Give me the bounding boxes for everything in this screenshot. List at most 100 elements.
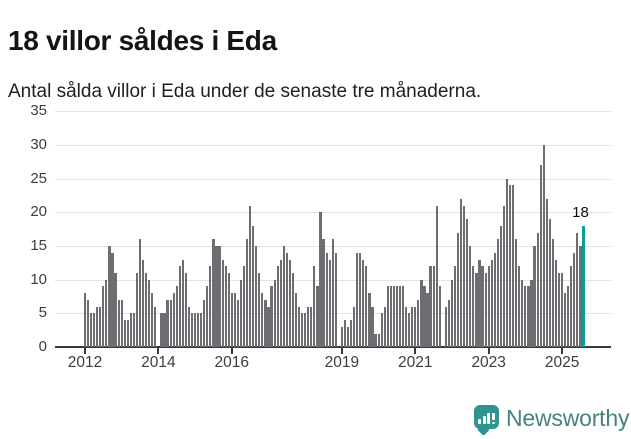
bar [487, 266, 490, 347]
bar [328, 259, 331, 347]
bar [362, 259, 365, 347]
newsworthy-logo: Newsworthy [474, 404, 630, 436]
bar [304, 313, 307, 347]
bar [307, 306, 310, 347]
bar [310, 306, 313, 347]
x-tick-label-2023: 2023 [471, 354, 506, 371]
bar [239, 279, 243, 347]
x-tick-label-2014: 2014 [141, 354, 176, 371]
bar [245, 239, 249, 347]
bar [319, 212, 322, 347]
bar [567, 286, 570, 347]
bar [564, 293, 567, 347]
x-tick-2019 [340, 348, 343, 354]
bar [340, 326, 343, 347]
gridline-y-35 [55, 111, 611, 113]
bar [533, 246, 536, 347]
bar [542, 145, 545, 347]
bar [138, 239, 142, 347]
bar [279, 259, 282, 347]
bar [242, 266, 246, 347]
bar [316, 286, 319, 347]
bar-chart-plot-area: 18 [55, 110, 611, 354]
bar [401, 286, 405, 347]
bar [227, 272, 230, 347]
bar [273, 279, 276, 347]
page-title: 18 villor såldes i Eda [8, 24, 277, 56]
bar [398, 286, 402, 347]
y-tick-label-35: 35 [30, 102, 47, 120]
bar [450, 279, 454, 347]
bar [496, 239, 499, 347]
bar [285, 252, 288, 347]
bar [218, 246, 221, 347]
bar [509, 185, 512, 347]
bar [579, 246, 582, 347]
bar [288, 259, 291, 347]
x-tick-2021 [414, 348, 417, 354]
bar [551, 239, 554, 347]
latest-value-label: 18 [572, 203, 589, 221]
bar [469, 246, 472, 347]
bar [414, 306, 417, 347]
bar [126, 320, 129, 347]
bar [99, 306, 102, 347]
bar [536, 232, 539, 347]
y-tick-label-30: 30 [30, 136, 47, 154]
bar [108, 246, 111, 347]
bar [435, 205, 438, 347]
bar [408, 313, 411, 347]
bar [524, 286, 527, 347]
bar [392, 286, 395, 347]
bar [530, 279, 533, 347]
x-tick-2016 [230, 348, 233, 354]
bar [178, 266, 181, 347]
bar [389, 286, 392, 347]
bar [417, 299, 420, 347]
bar [411, 306, 414, 347]
bar [395, 286, 399, 347]
x-tick-label-2019: 2019 [324, 354, 360, 371]
bar [184, 272, 187, 347]
bar [301, 313, 304, 347]
bar [142, 259, 145, 347]
bar [557, 272, 561, 347]
bar [154, 306, 157, 347]
bar [132, 313, 136, 347]
bar [215, 246, 218, 347]
bar [166, 299, 169, 347]
bar [444, 306, 447, 347]
bar [297, 306, 301, 347]
bar [548, 219, 551, 347]
x-tick-2023 [487, 348, 490, 354]
gridline-y-20 [55, 212, 611, 214]
bar [83, 293, 87, 347]
bar [291, 272, 295, 347]
x-tick-label-2021: 2021 [398, 354, 433, 371]
bar [457, 232, 460, 347]
bar [261, 293, 264, 347]
bar [527, 286, 530, 347]
bar [478, 259, 481, 347]
bar [209, 266, 212, 347]
bar [190, 313, 194, 347]
bar [233, 293, 236, 347]
bar [117, 299, 120, 347]
bar [472, 266, 475, 347]
chart-subtitle: Antal sålda villor i Eda under de senast… [8, 81, 482, 102]
bar [172, 293, 175, 347]
bar [200, 313, 203, 347]
bar [371, 306, 374, 347]
bar [576, 232, 579, 347]
bar [374, 333, 377, 347]
bar [539, 165, 542, 347]
bar [490, 259, 493, 347]
bar [123, 320, 126, 347]
highlighted-latest-bar [582, 225, 585, 347]
bar [432, 266, 435, 347]
bar [264, 299, 267, 347]
newsworthy-wordmark: Newsworthy [506, 405, 630, 431]
bar [343, 320, 347, 347]
bar [249, 205, 252, 347]
